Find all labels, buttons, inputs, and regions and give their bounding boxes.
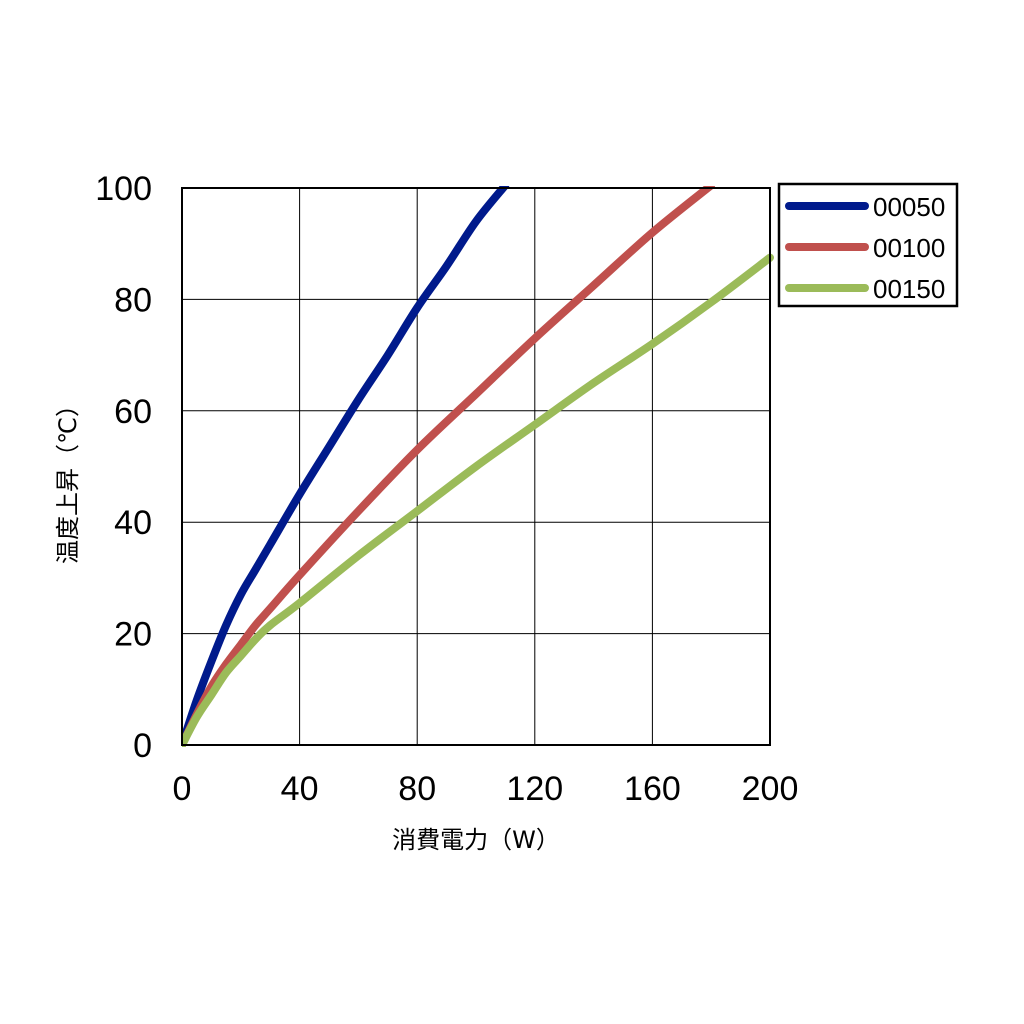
series-line-00150: [182, 253, 774, 747]
legend-label: 00150: [873, 274, 945, 304]
x-tick-label-2: 80: [398, 770, 436, 808]
legend-item-00150: 00150: [785, 274, 945, 304]
x-axis-title: 消費電力（W）: [392, 826, 560, 854]
y-tick-label-5: 100: [95, 170, 152, 208]
tick-labels: 0 40 80 120 160 200 0 20 40 60 80 100: [95, 170, 798, 808]
y-tick-label-0: 0: [133, 727, 152, 765]
x-tick-label-5: 200: [742, 770, 799, 808]
plot-area: [181, 187, 771, 746]
x-tick-label-0: 0: [173, 770, 192, 808]
y-tick-label-4: 80: [114, 281, 152, 319]
legend-label: 00100: [873, 233, 945, 263]
x-tick-label-3: 120: [506, 770, 563, 808]
legend-item-00050: 00050: [785, 192, 945, 222]
y-tick-label-2: 40: [114, 504, 152, 542]
y-tick-label-3: 60: [114, 393, 152, 431]
y-tick-label-1: 20: [114, 616, 152, 654]
x-tick-label-4: 160: [624, 770, 681, 808]
series-line-00100: [182, 186, 716, 747]
legend-label: 00050: [873, 192, 945, 222]
series-line-00050: [182, 186, 510, 747]
series-lines: [182, 186, 774, 747]
legend: 00050 00100 00150: [777, 182, 959, 308]
x-tick-label-1: 40: [281, 770, 319, 808]
y-axis-title: 温度上昇（℃）: [54, 393, 82, 564]
legend-item-00100: 00100: [785, 233, 945, 263]
